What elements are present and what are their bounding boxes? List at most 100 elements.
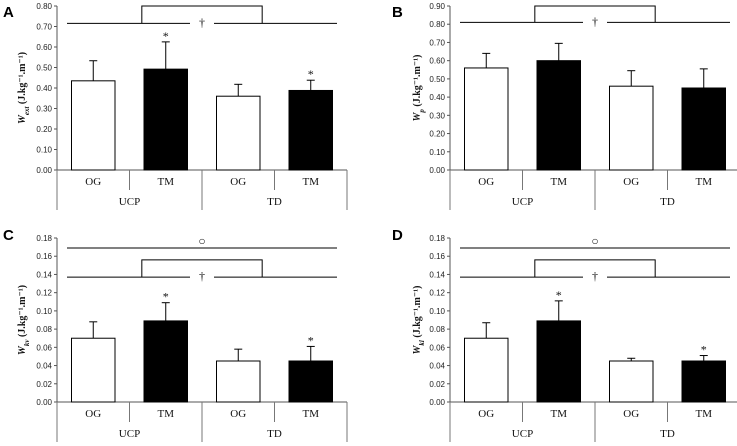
bar — [288, 360, 333, 403]
bar — [288, 89, 333, 171]
y-tick-label: 0.00 — [36, 398, 52, 407]
y-tick-label: 0.18 — [36, 234, 52, 243]
y-tick-label: 0.40 — [429, 93, 445, 102]
y-axis-label-unit: (J.kg⁻¹.m⁻¹) — [17, 285, 28, 340]
y-axis-label-main: W — [17, 114, 28, 124]
category-label: OG — [478, 176, 494, 188]
y-tick-label: 0.12 — [36, 289, 52, 298]
category-label: OG — [230, 408, 246, 420]
y-axis-label-sub: kv — [23, 339, 31, 347]
bar — [536, 60, 581, 171]
panel-b: B Wp (J.kg⁻¹.m⁻¹) 0.00 0.10 0.20 0.30 0.40 0.50… — [392, 2, 737, 210]
category-label: TM — [158, 408, 175, 420]
group-label: UCP — [512, 196, 533, 208]
y-tick-label: 0.20 — [429, 130, 445, 139]
group-label: UCP — [119, 196, 140, 208]
category-label: TM — [303, 408, 320, 420]
y-tick-label: 0.70 — [429, 38, 445, 47]
y-tick-label: 0.80 — [36, 2, 52, 11]
category-label: OG — [623, 408, 639, 420]
y-tick-label: 0.04 — [429, 362, 445, 371]
panel-c: C Wkv (J.kg⁻¹.m⁻¹) 0.00 0.02 0.04 0.06 0.08 0.1… — [3, 227, 348, 442]
category-label: OG — [478, 408, 494, 420]
bar — [216, 360, 261, 403]
y-axis-label-sub: p — [418, 109, 426, 114]
y-tick-label: 0.50 — [429, 75, 445, 84]
bar — [464, 337, 509, 403]
bar — [609, 360, 654, 403]
group-label: TD — [267, 428, 282, 440]
panel-letter: D — [392, 227, 403, 244]
panel-letter: B — [392, 4, 403, 21]
significance-star: * — [308, 333, 314, 347]
group-label: UCP — [119, 428, 140, 440]
y-tick-label: 0.16 — [36, 252, 52, 261]
panel-a: A Wext (J.kg⁻¹.m⁻¹) 0.00 0.10 0.20 0.30 0.40 0.… — [3, 2, 348, 210]
dagger-bracket-top — [534, 259, 656, 278]
category-label: TM — [696, 176, 713, 188]
significance-star: * — [701, 343, 707, 357]
y-tick-label: 0.80 — [429, 20, 445, 29]
y-tick-label: 0.10 — [36, 307, 52, 316]
significance-star: * — [308, 67, 314, 81]
dagger-symbol: † — [592, 14, 598, 28]
y-tick-label: 0.90 — [429, 2, 445, 11]
bar — [464, 67, 509, 171]
y-tick-label: 0.00 — [429, 166, 445, 175]
y-axis-label-unit: (J.kg⁻¹.m⁻¹) — [17, 52, 28, 107]
y-axis-label-main: W — [412, 112, 423, 122]
category-label: TM — [696, 408, 713, 420]
y-tick-label: 0.20 — [36, 125, 52, 134]
y-tick-label: 0.16 — [429, 252, 445, 261]
dagger-bracket-top — [141, 259, 263, 278]
category-label: TM — [551, 408, 568, 420]
y-tick-label: 0.02 — [429, 380, 445, 389]
y-axis-label-unit: (J.kg⁻¹.m⁻¹) — [412, 54, 423, 109]
panel-letter: C — [3, 227, 14, 244]
y-tick-label: 0.50 — [36, 64, 52, 73]
y-tick-label: 0.10 — [429, 307, 445, 316]
y-axis-label-main: W — [17, 345, 28, 355]
category-label: OG — [230, 176, 246, 188]
circle-symbol: ○ — [198, 234, 205, 248]
bar — [143, 320, 188, 403]
bar — [609, 85, 654, 171]
y-tick-label: 0.04 — [36, 362, 52, 371]
bar — [143, 68, 188, 171]
significance-star: * — [556, 288, 562, 302]
group-label: UCP — [512, 428, 533, 440]
y-axis-label: Wkv (J.kg⁻¹.m⁻¹) — [17, 285, 31, 355]
category-label: OG — [623, 176, 639, 188]
bar — [681, 87, 726, 171]
category-label: TM — [158, 176, 175, 188]
category-label: OG — [85, 408, 101, 420]
y-tick-label: 0.06 — [429, 343, 445, 352]
bar — [681, 360, 726, 403]
y-tick-label: 0.08 — [36, 325, 52, 334]
y-tick-label: 0.14 — [429, 270, 445, 279]
group-label: TD — [267, 196, 282, 208]
y-tick-label: 0.30 — [36, 105, 52, 114]
y-axis-label: Wkl (J.kg⁻¹.m⁻¹) — [412, 286, 426, 355]
y-axis-label: Wext (J.kg⁻¹.m⁻¹) — [17, 52, 31, 124]
y-axis-label-main: W — [412, 344, 423, 354]
dagger-symbol: † — [592, 269, 598, 283]
y-tick-label: 0.14 — [36, 270, 52, 279]
group-label: TD — [660, 196, 675, 208]
y-tick-label: 0.08 — [429, 325, 445, 334]
dagger-bracket-top — [534, 5, 656, 23]
y-tick-label: 0.10 — [36, 146, 52, 155]
y-tick-label: 0.12 — [429, 289, 445, 298]
significance-star: * — [163, 29, 169, 43]
circle-symbol: ○ — [591, 234, 598, 248]
bar — [536, 320, 581, 403]
y-tick-label: 0.30 — [429, 111, 445, 120]
y-tick-label: 0.00 — [429, 398, 445, 407]
category-label: TM — [303, 176, 320, 188]
panel-letter: A — [3, 4, 14, 21]
y-axis-label-unit: (J.kg⁻¹.m⁻¹) — [412, 286, 423, 341]
bar — [71, 80, 116, 171]
y-tick-label: 0.70 — [36, 23, 52, 32]
category-label: OG — [85, 176, 101, 188]
